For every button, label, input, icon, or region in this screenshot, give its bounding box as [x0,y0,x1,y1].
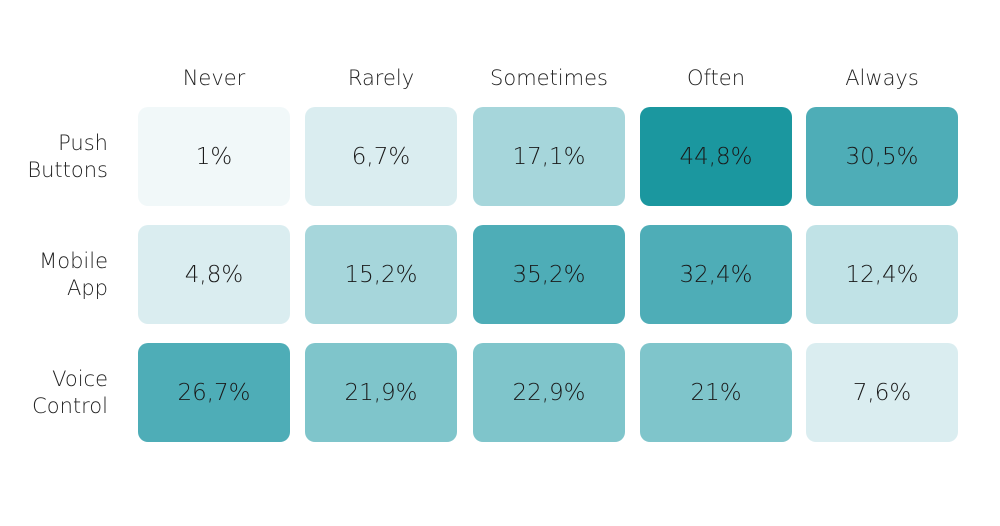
heatmap-cell: 1% [138,107,290,206]
heatmap-cell: 17,1% [473,107,625,206]
heatmap-cell: 22,9% [473,343,625,442]
heatmap-cell: 12,4% [806,225,958,324]
heatmap-cell: 26,7% [138,343,290,442]
cell-value-label: 12,4% [845,261,919,288]
heatmap-cell: 21% [640,343,792,442]
heatmap-cell: 30,5% [806,107,958,206]
heatmap-cell: 44,8% [640,107,792,206]
column-header-never: Never [182,66,246,90]
heatmap-cell: 35,2% [473,225,625,324]
cell-value-label: 35,2% [512,261,586,288]
heatmap-cell: 7,6% [806,343,958,442]
column-header-often: Often [686,66,746,90]
column-header-always: Always [845,66,919,90]
cell-value-label: 30,5% [845,143,919,170]
row-header-push-buttons: Push Buttons [0,107,108,207]
cell-value-label: 1% [195,143,233,170]
column-header-rarely: Rarely [347,66,415,90]
cell-value-label: 21% [690,379,742,406]
heatmap-cell: 15,2% [305,225,457,324]
cell-value-label: 32,4% [679,261,753,288]
row-header-line: Mobile [39,249,108,273]
cell-value-label: 22,9% [512,379,586,406]
row-header-line: Control [32,394,108,418]
row-header-line: App [66,276,108,300]
heatmap-cell: 32,4% [640,225,792,324]
cell-value-label: 21,9% [344,379,418,406]
cell-value-label: 6,7% [351,143,411,170]
cell-value-label: 15,2% [344,261,418,288]
column-header-sometimes: Sometimes [490,66,608,90]
row-header-line: Voice [52,367,108,391]
row-header-line: Push [58,131,108,155]
cell-value-label: 17,1% [512,143,586,170]
cell-value-label: 4,8% [184,261,244,288]
heatmap-cell: 4,8% [138,225,290,324]
cell-value-label: 44,8% [679,143,753,170]
row-header-line: Buttons [27,158,108,182]
heatmap-cell: 6,7% [305,107,457,206]
row-header-voice-control: Voice Control [0,343,108,443]
row-header-mobile-app: Mobile App [0,225,108,325]
cell-value-label: 7,6% [852,379,912,406]
heatmap-cell: 21,9% [305,343,457,442]
cell-value-label: 26,7% [177,379,251,406]
